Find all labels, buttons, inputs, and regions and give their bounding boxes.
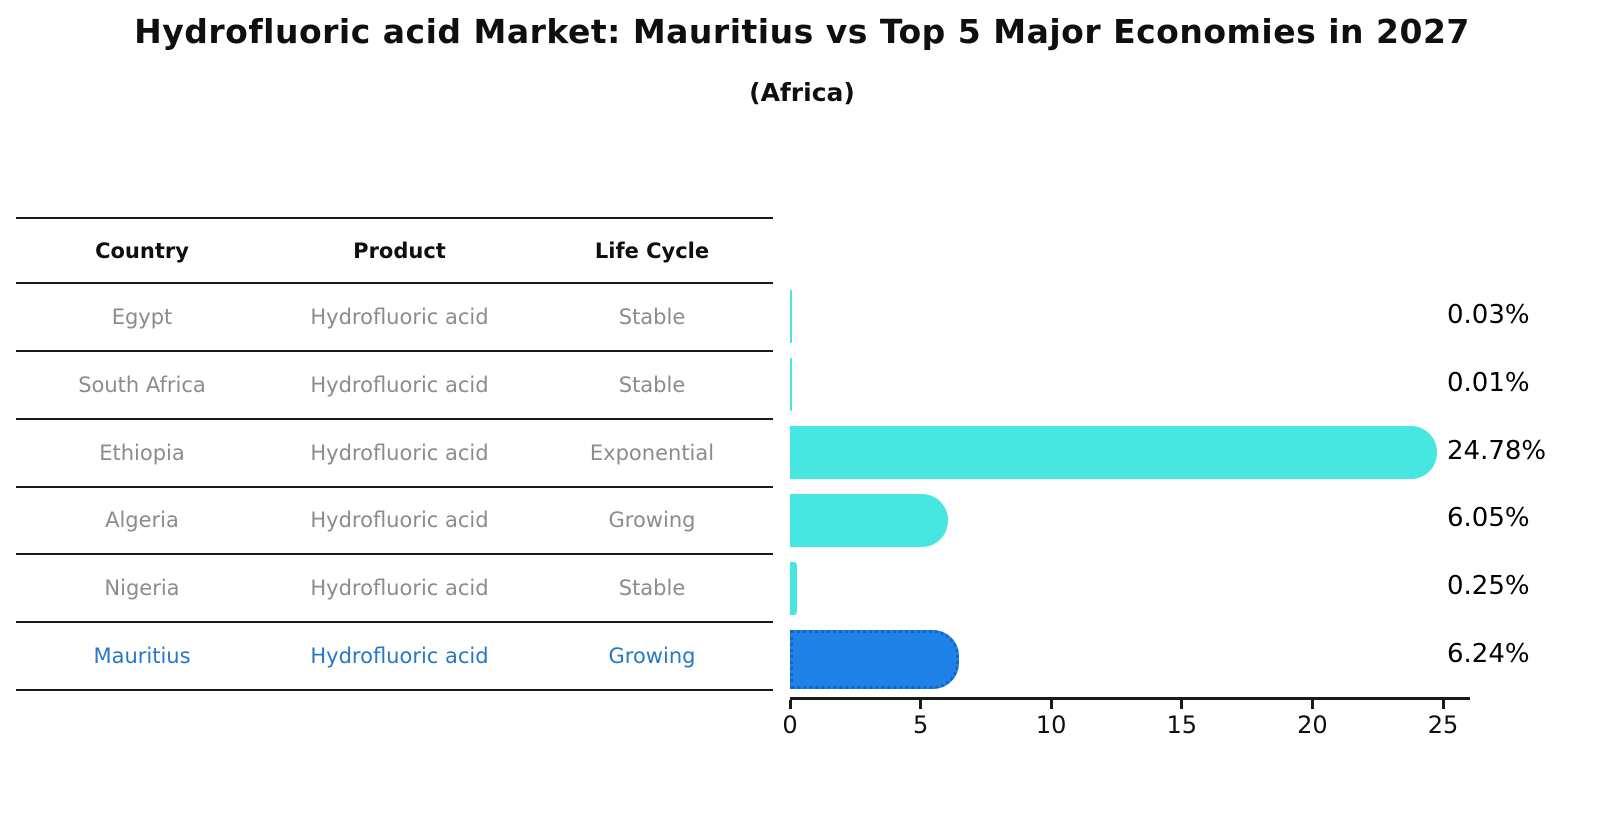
table-separator-line [16, 281, 773, 285]
table-row-mauritius: Mauritius Hydrofluoric acid Growing [16, 622, 773, 690]
table-row-south-africa: South Africa Hydrofluoric acid Stable [16, 351, 773, 419]
x-axis-tick [1441, 700, 1445, 709]
table-header-product: Product [353, 238, 446, 263]
table-row-nigeria: Nigeria Hydrofluoric acid Stable [16, 554, 773, 622]
chart-title: Hydrofluoric acid Market: Mauritius vs T… [134, 12, 1470, 51]
table-cell-product: Hydrofluoric acid [310, 644, 489, 669]
x-axis-tick-label: 20 [1297, 711, 1328, 739]
table-header-row: Country Product Life Cycle [16, 218, 773, 283]
x-axis-tick [1310, 700, 1314, 709]
x-axis-tick-label: 25 [1427, 711, 1459, 739]
x-axis-line [790, 697, 1470, 700]
table-cell-country: South Africa [78, 372, 206, 397]
table-cell-life_cycle: Stable [618, 304, 686, 329]
table-separator-line [16, 621, 773, 624]
x-axis-tick [1180, 700, 1184, 709]
chart-subtitle: (Africa) [749, 78, 855, 107]
table-cell-country: Egypt [111, 304, 173, 329]
table-cell-life_cycle: Exponential [589, 440, 715, 465]
value-label-nigeria: 0.25% [1447, 571, 1530, 602]
table-header-life_cycle: Life Cycle [594, 238, 710, 263]
table-row-algeria: Algeria Hydrofluoric acid Growing [16, 487, 773, 555]
bar-egypt [790, 290, 792, 344]
x-axis-tick-label: 15 [1166, 711, 1198, 739]
x-axis-tick [919, 700, 923, 709]
table-cell-country: Algeria [105, 508, 179, 533]
table-header-country: Country [95, 238, 189, 263]
table-separator-line [16, 553, 773, 556]
table-cell-product: Hydrofluoric acid [310, 372, 489, 397]
table-row-egypt: Egypt Hydrofluoric acid Stable [16, 283, 773, 351]
value-label-mauritius: 6.24% [1447, 639, 1530, 670]
x-axis-tick-label: 0 [782, 711, 798, 739]
table-cell-life_cycle: Stable [618, 372, 686, 397]
table-cell-life_cycle: Growing [608, 644, 696, 669]
bar-ethiopia [790, 426, 1438, 480]
table-separator-line [16, 485, 773, 488]
table-cell-product: Hydrofluoric acid [310, 440, 489, 465]
table-cell-product: Hydrofluoric acid [310, 508, 489, 533]
bar-nigeria [790, 561, 797, 615]
bar-algeria [790, 493, 949, 547]
value-label-egypt: 0.03% [1447, 299, 1530, 330]
x-axis-tick [788, 700, 792, 709]
table-cell-life_cycle: Growing [608, 508, 696, 533]
table-separator-line [16, 349, 773, 352]
value-label-south-africa: 0.01% [1447, 367, 1530, 398]
table-separator-line [16, 217, 773, 219]
table-row-ethiopia: Ethiopia Hydrofluoric acid Exponential [16, 419, 773, 487]
table-separator-line [16, 417, 773, 420]
bar-south-africa [790, 358, 792, 412]
bar-mauritius [790, 629, 959, 689]
table-cell-country: Ethiopia [99, 440, 185, 465]
table-cell-product: Hydrofluoric acid [310, 304, 489, 329]
table-cell-country: Nigeria [104, 576, 180, 601]
table-cell-product: Hydrofluoric acid [310, 576, 489, 601]
x-axis-tick-label: 10 [1035, 711, 1067, 739]
table-cell-country: Mauritius [93, 644, 191, 669]
value-label-algeria: 6.05% [1447, 503, 1530, 534]
value-label-ethiopia: 24.78% [1447, 435, 1547, 466]
table-separator-line [16, 689, 773, 691]
table-cell-life_cycle: Stable [618, 576, 686, 601]
x-axis-tick [1049, 700, 1053, 709]
x-axis-tick-label: 5 [912, 711, 929, 739]
